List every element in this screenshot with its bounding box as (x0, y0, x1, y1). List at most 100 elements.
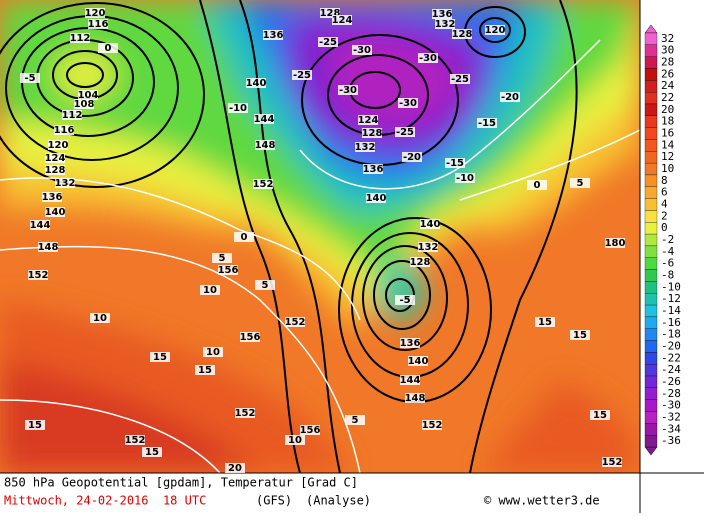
label-box (318, 37, 338, 47)
contour-label: 10 (206, 347, 220, 358)
contour-label: 132 (418, 242, 439, 253)
label-box (570, 178, 590, 188)
label-box (366, 193, 386, 203)
label-box (402, 152, 422, 162)
colorbar-swatch (644, 435, 658, 448)
contour-label: 144 (400, 375, 421, 386)
footer-run: (Analyse) (306, 494, 371, 508)
contour-label: 156 (218, 265, 239, 276)
label-box (320, 8, 340, 18)
label-box (362, 128, 382, 138)
colorbar-swatch (644, 293, 658, 306)
contour-label: 120 (485, 25, 506, 36)
colorbar-label: -18 (661, 328, 681, 341)
label-box (418, 242, 438, 252)
colorbar-label: 30 (661, 44, 674, 57)
label-box (485, 25, 505, 35)
label-box (570, 330, 590, 340)
colorbar-swatch (644, 352, 658, 365)
label-box (90, 313, 110, 323)
label-box (54, 125, 74, 135)
colorbar-label: 18 (661, 115, 674, 128)
contour-label: 144 (254, 114, 275, 125)
contour-label: 152 (235, 408, 256, 419)
contour-label: 15 (198, 365, 212, 376)
colorbar-swatch (644, 399, 658, 412)
label-box (263, 30, 283, 40)
colorbar-label: -20 (661, 339, 681, 352)
colorbar-label: -26 (661, 375, 681, 388)
label-box (255, 280, 275, 290)
label-box (240, 332, 260, 342)
label-box (195, 365, 215, 375)
contour-label: 15 (153, 352, 167, 363)
label-box (435, 19, 455, 29)
colorbar-top-arrow (644, 24, 658, 34)
label-box (452, 29, 472, 39)
label-box (70, 33, 90, 43)
colorbar-swatch (644, 186, 658, 199)
contour-label: 10 (93, 313, 107, 324)
label-box (590, 410, 610, 420)
colorbar-label: 26 (661, 67, 674, 80)
contour-label: 136 (432, 9, 453, 20)
contour-label: 148 (405, 393, 426, 404)
label-box (212, 253, 232, 263)
contour-label: 0 (534, 180, 541, 191)
contour-label: -5 (24, 73, 35, 84)
contour-label: 116 (54, 125, 75, 136)
colorbar-swatch (644, 387, 658, 400)
contour-label: 15 (593, 410, 607, 421)
colorbar-swatch (644, 210, 658, 223)
colorbar-swatch (644, 281, 658, 294)
colorbar-label: -16 (661, 316, 681, 329)
colorbar-swatch (644, 423, 658, 436)
contour-label: 136 (363, 164, 384, 175)
contour-label: -20 (501, 92, 519, 103)
contour-label: -30 (339, 85, 357, 96)
label-box (285, 317, 305, 327)
label-box (78, 90, 98, 100)
label-box (422, 420, 442, 430)
colorbar-swatch (644, 174, 658, 187)
colorbar-label: -8 (661, 268, 674, 281)
contour-label: 128 (410, 257, 431, 268)
label-box (420, 219, 440, 229)
contour-label: 5 (352, 415, 359, 426)
label-box (432, 9, 452, 19)
label-box (74, 99, 94, 109)
label-box (254, 114, 274, 124)
contour-label: -5 (399, 295, 410, 306)
label-box (45, 153, 65, 163)
colorbar-swatch (644, 103, 658, 116)
contour-label: -20 (403, 152, 421, 163)
label-box (150, 352, 170, 362)
colorbar-label: -14 (661, 304, 681, 317)
label-box (125, 435, 145, 445)
contour-label: 128 (320, 8, 341, 19)
colorbar-label: 6 (661, 186, 668, 199)
label-box (445, 158, 465, 168)
label-box (228, 103, 248, 113)
contour-label: 120 (85, 8, 106, 19)
label-box (225, 463, 245, 473)
colorbar-swatch (644, 222, 658, 235)
colorbar-label: -30 (661, 399, 681, 412)
label-box (255, 140, 275, 150)
colorbar-swatch (644, 375, 658, 389)
label-box (28, 270, 48, 280)
contour-label: -25 (319, 37, 337, 48)
colorbar-label: 22 (661, 91, 674, 104)
label-box (25, 420, 45, 430)
label-box (395, 295, 415, 305)
contour-label: 0 (241, 232, 248, 243)
label-box (253, 179, 273, 189)
contour-label: 112 (70, 33, 91, 44)
colorbar-swatch (644, 151, 658, 164)
colorbar-swatch (644, 411, 658, 424)
contour-label: 5 (219, 253, 226, 264)
colorbar-swatch (644, 91, 658, 105)
contour-label: 124 (332, 15, 353, 26)
colorbar-label: 8 (661, 174, 668, 187)
contour-label: -25 (293, 70, 311, 81)
